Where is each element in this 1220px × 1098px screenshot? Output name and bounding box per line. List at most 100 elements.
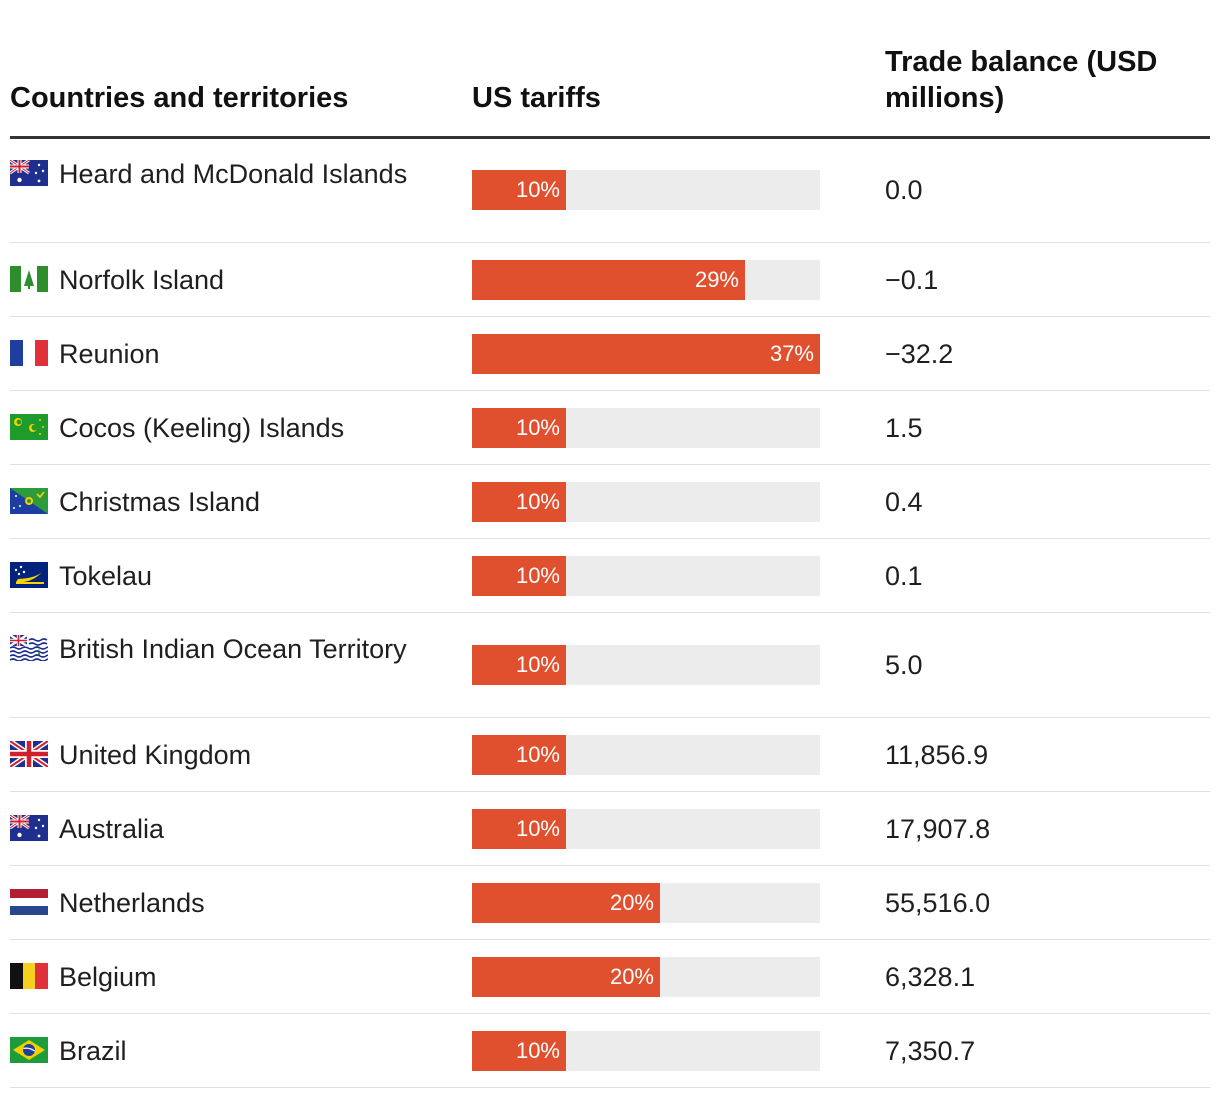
tariff-bar: 10% xyxy=(472,645,566,685)
table-row: Netherlands 20% 55,516.0 xyxy=(10,866,1210,940)
biot-flag-icon xyxy=(9,633,50,662)
country-name: United Kingdom xyxy=(59,740,252,770)
country-name: Australia xyxy=(59,814,165,844)
table-row: Brazil 10% 7,350.7 xyxy=(10,1014,1210,1088)
tariff-label: 37% xyxy=(769,341,814,366)
tariff-bar-track: 10% xyxy=(472,170,820,210)
country-name: Heard and McDonald Islands xyxy=(59,159,408,189)
tariff-bar-track: 20% xyxy=(472,883,820,923)
table-row: Belgium 20% 6,328.1 xyxy=(10,940,1210,1014)
tariff-bar: 10% xyxy=(472,1031,566,1071)
tariff-bar-track: 10% xyxy=(472,408,820,448)
cocos-islands-flag-icon xyxy=(10,414,48,440)
tariff-bar: 20% xyxy=(472,957,660,997)
tariff-bar: 37% xyxy=(472,334,820,374)
tariff-bar-track: 37% xyxy=(472,334,820,374)
table-row: Tokelau 10% 0.1 xyxy=(10,539,1210,613)
country-name-cell: Brazil xyxy=(10,1035,430,1067)
table-row: Australia 10% 17,907.8 xyxy=(9,792,1210,866)
country-name-cell: Belgium xyxy=(10,961,430,993)
country-name: Cocos (Keeling) Islands xyxy=(59,413,345,443)
country-name: Brazil xyxy=(59,1036,127,1066)
uk-flag-icon xyxy=(8,738,50,770)
trade-balance-value: −0.1 xyxy=(885,265,939,295)
trade-balance-value: 1.5 xyxy=(885,413,923,443)
tariff-bar-track: 10% xyxy=(472,556,820,596)
tariff-bar: 29% xyxy=(472,260,745,300)
christmas-island-flag-icon xyxy=(10,488,48,514)
country-name-cell: Tokelau xyxy=(10,560,430,592)
table-row: United Kingdom 10% 11,856.9 xyxy=(8,718,1210,792)
column-header-country: Countries and territories xyxy=(10,82,349,114)
country-name-cell: Australia xyxy=(9,813,430,845)
tariff-bar: 10% xyxy=(472,556,566,596)
tariff-bar: 10% xyxy=(472,482,566,522)
country-name: Norfolk Island xyxy=(59,265,225,295)
tariff-label: 10% xyxy=(515,563,560,588)
table-row: Heard and McDonald Islands 10% 0.0 xyxy=(9,138,1210,243)
trade-balance-value: −32.2 xyxy=(885,339,954,369)
table-row: British Indian Ocean Territory 10% 5.0 xyxy=(9,613,1210,718)
country-name-cell: Heard and McDonald Islands xyxy=(9,158,430,190)
trade-balance-value: 0.1 xyxy=(885,561,923,591)
tariff-label: 10% xyxy=(515,1038,560,1063)
brazil-flag-icon xyxy=(10,1037,48,1063)
country-name: Christmas Island xyxy=(59,487,261,517)
tariff-label: 10% xyxy=(515,177,560,202)
tariff-label: 10% xyxy=(515,489,560,514)
tariff-bar-track: 20% xyxy=(472,957,820,997)
tariff-label: 20% xyxy=(609,890,654,915)
country-name: Belgium xyxy=(59,962,157,992)
country-name: British Indian Ocean Territory xyxy=(59,634,407,664)
netherlands-flag-icon xyxy=(10,889,48,915)
trade-balance-value: 7,350.7 xyxy=(885,1036,976,1066)
tariff-bar: 10% xyxy=(472,408,566,448)
tariff-bar: 10% xyxy=(472,170,566,210)
trade-balance-value: 11,856.9 xyxy=(885,740,989,770)
country-name: Reunion xyxy=(59,339,160,369)
tariff-bar-track: 10% xyxy=(472,735,820,775)
country-name: Tokelau xyxy=(59,561,153,591)
country-name-cell: Cocos (Keeling) Islands xyxy=(10,412,430,444)
table-header: Countries and territories US tariffs Tra… xyxy=(10,0,1210,139)
country-name-cell: Reunion xyxy=(10,338,430,370)
tariff-label: 20% xyxy=(609,964,654,989)
table-row: Cocos (Keeling) Islands 10% 1.5 xyxy=(10,391,1210,465)
table-row: Norfolk Island 29% −0.1 xyxy=(10,243,1210,317)
tariff-bar-track: 10% xyxy=(472,1031,820,1071)
tariff-bar: 20% xyxy=(472,883,660,923)
column-header-trade-balance: Trade balance (USD millions) xyxy=(885,46,1158,114)
trade-balance-value: 0.0 xyxy=(885,175,923,205)
country-name-cell: Christmas Island xyxy=(10,486,430,518)
table-row: Christmas Island 10% 0.4 xyxy=(10,465,1210,539)
france-flag-icon xyxy=(10,340,48,366)
tariff-label: 29% xyxy=(694,267,739,292)
australia-flag-icon xyxy=(9,158,48,186)
tariff-label: 10% xyxy=(515,652,560,677)
country-name-cell: British Indian Ocean Territory xyxy=(9,633,430,665)
tariff-bar-track: 29% xyxy=(472,260,820,300)
table-row: Reunion 37% −32.2 xyxy=(10,317,1210,391)
column-header-tariff: US tariffs xyxy=(472,82,601,114)
country-name-cell: Netherlands xyxy=(10,887,430,919)
tariff-bar: 10% xyxy=(472,809,566,849)
country-name: Netherlands xyxy=(59,888,205,918)
tariff-bar-track: 10% xyxy=(472,645,820,685)
trade-balance-value: 6,328.1 xyxy=(885,962,976,992)
belgium-flag-icon xyxy=(10,963,48,989)
tokelau-flag-icon xyxy=(10,562,48,588)
trade-balance-value: 0.4 xyxy=(885,487,923,517)
tariff-label: 10% xyxy=(515,415,560,440)
norfolk-island-flag-icon xyxy=(10,266,48,292)
trade-balance-value: 55,516.0 xyxy=(885,888,991,918)
tariff-bar-track: 10% xyxy=(472,809,820,849)
trade-balance-value: 5.0 xyxy=(885,650,923,680)
tariff-label: 10% xyxy=(515,742,560,767)
country-name-cell: United Kingdom xyxy=(8,738,430,771)
australia-flag-icon xyxy=(9,813,48,841)
tariff-bar-track: 10% xyxy=(472,482,820,522)
tariff-bar: 10% xyxy=(472,735,566,775)
tariff-label: 10% xyxy=(515,816,560,841)
trade-balance-value: 17,907.8 xyxy=(885,814,991,844)
country-name-cell: Norfolk Island xyxy=(10,264,430,296)
